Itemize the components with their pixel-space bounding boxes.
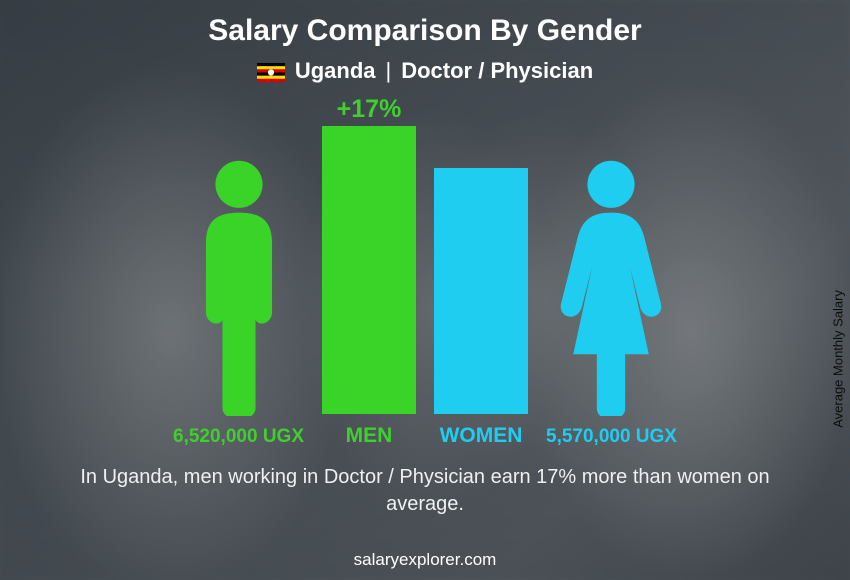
subtitle-country: Uganda [295, 58, 376, 84]
women-bar-label: WOMEN [440, 424, 523, 448]
subtitle-role: Doctor / Physician [401, 58, 593, 84]
men-bar-col: +17% MEN [322, 108, 416, 448]
content-wrapper: Salary Comparison By Gender Uganda | Doc… [0, 0, 850, 580]
chart-area: 6,520,000 UGX +17% MEN WOMEN 5,570,000 U… [0, 108, 850, 448]
men-salary-value: 6,520,000 UGX [173, 426, 304, 448]
subtitle-row: Uganda | Doctor / Physician [0, 58, 850, 84]
subtitle-separator: | [386, 58, 392, 84]
footer-source: salaryexplorer.com [0, 550, 850, 570]
man-icon [180, 156, 298, 416]
men-bar [322, 126, 416, 414]
women-salary-col: 5,570,000 UGX [546, 108, 677, 448]
women-bar [434, 168, 528, 414]
men-salary-col: 6,520,000 UGX [173, 108, 304, 448]
women-salary-value: 5,570,000 UGX [546, 426, 677, 448]
pct-diff-label: +17% [337, 95, 402, 124]
page-title: Salary Comparison By Gender [0, 0, 850, 48]
women-bar-col: WOMEN [434, 108, 528, 448]
y-axis-label: Average Monthly Salary [831, 290, 846, 428]
woman-icon [552, 156, 670, 416]
men-bar-label: MEN [346, 424, 393, 448]
caption-text: In Uganda, men working in Doctor / Physi… [60, 464, 790, 518]
uganda-flag-icon [257, 62, 285, 81]
